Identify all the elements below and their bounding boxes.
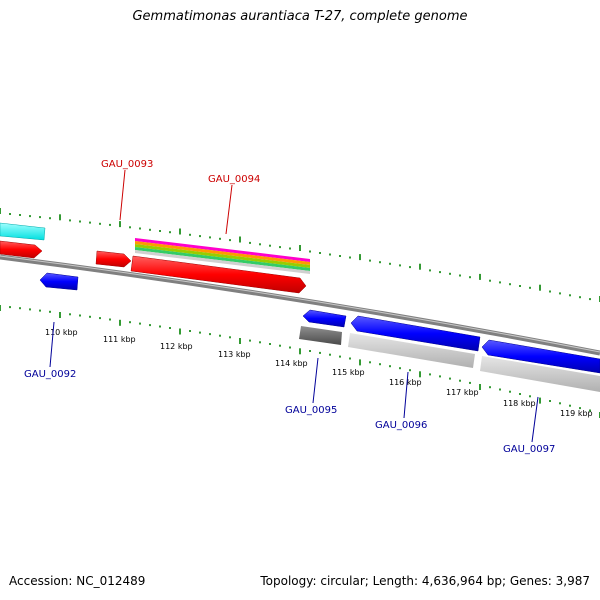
gene-label-gau-0097[interactable]: GAU_0097 <box>503 444 555 455</box>
scale-label: 117 kbp <box>446 388 479 397</box>
gene-arrow-gau-0092[interactable] <box>39 272 79 291</box>
topology-label: Topology: circular; Length: 4,636,964 bp… <box>260 574 590 588</box>
gene-label-gau-0092[interactable]: GAU_0092 <box>24 369 76 380</box>
scale-labels: 110 kbp 111 kbp 112 kbp 113 kbp 114 kbp … <box>45 328 593 418</box>
scale-label: 111 kbp <box>103 335 136 344</box>
scale-label: 113 kbp <box>218 350 251 359</box>
gene-arrow-gau-0096[interactable] <box>350 315 481 352</box>
label-leaders <box>49 169 539 443</box>
cyan-feature[interactable] <box>0 222 46 241</box>
gene-arrow-gau-0093[interactable] <box>95 250 132 268</box>
gene-arrow-gau-0094[interactable] <box>130 255 307 294</box>
scale-label: 115 kbp <box>332 368 365 377</box>
cds-band-light[interactable] <box>480 356 600 392</box>
gene-arrow-forward[interactable] <box>0 240 43 259</box>
gene-label-gau-0093[interactable]: GAU_0093 <box>101 159 153 170</box>
scale-label: 118 kbp <box>503 399 536 408</box>
cds-band-light[interactable] <box>348 333 475 368</box>
genome-backbone-highlight <box>0 255 600 353</box>
cds-band-dark[interactable] <box>299 326 342 345</box>
gau-0094-feature-bands[interactable] <box>135 238 310 274</box>
gene-arrow-gau-0097[interactable] <box>481 339 600 374</box>
scale-label: 110 kbp <box>45 328 78 337</box>
gene-label-gau-0095[interactable]: GAU_0095 <box>285 405 337 416</box>
upper-tick-row <box>0 208 600 302</box>
genome-backbone <box>0 254 600 356</box>
scale-label: 112 kbp <box>160 342 193 351</box>
scale-label: 114 kbp <box>275 359 308 368</box>
scale-label: 116 kbp <box>389 378 422 387</box>
lower-tick-row <box>0 305 600 418</box>
gene-arrow-gau-0095[interactable] <box>302 309 347 328</box>
gene-label-gau-0096[interactable]: GAU_0096 <box>375 420 427 431</box>
gene-label-gau-0094[interactable]: GAU_0094 <box>208 174 260 185</box>
accession-label: Accession: NC_012489 <box>9 574 146 588</box>
genome-title: Gemmatimonas aurantiaca T-27, complete g… <box>132 9 468 24</box>
scale-label: 119 kbp <box>560 409 593 418</box>
